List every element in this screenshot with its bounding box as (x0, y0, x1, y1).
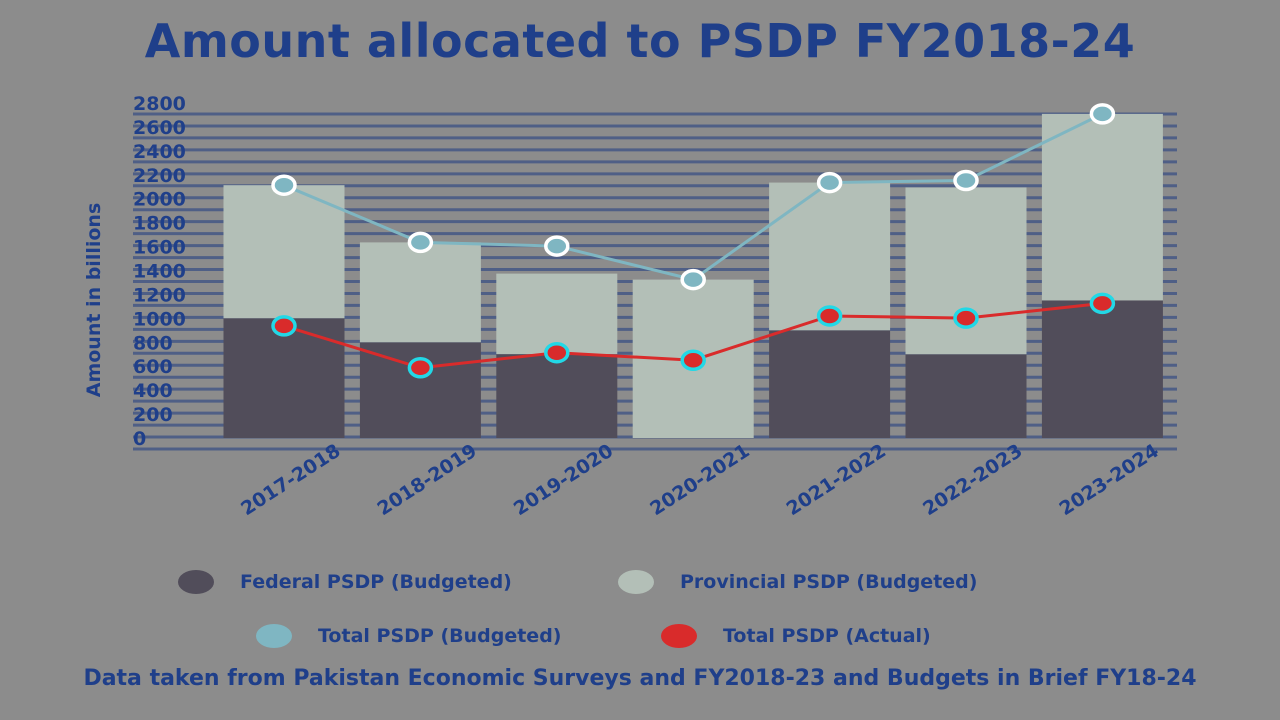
x-tick-label: 2022-2023 (919, 440, 1026, 520)
x-tick-label: 2023-2024 (1055, 440, 1162, 520)
bar-federal (359, 342, 481, 438)
y-tick-label: 2400 (133, 141, 186, 163)
legend-provincial: Provincial PSDP (Budgeted) (618, 570, 977, 594)
marker-total-budgeted (271, 174, 297, 196)
marker-total-budgeted (1089, 103, 1116, 125)
x-tick-label: 2017-2018 (237, 440, 344, 520)
legend-federal-label: Federal PSDP (Budgeted) (240, 571, 512, 593)
chart-title: Amount allocated to PSDP FY2018-24 (144, 14, 1136, 68)
bar-federal (496, 354, 618, 438)
x-tick-label: 2021-2022 (783, 440, 890, 520)
legend-federal-swatch (178, 570, 214, 594)
y-tick-label: 1800 (133, 213, 186, 235)
chart: 0200400600800100012001400160018002000220… (83, 93, 1177, 520)
marker-total-budgeted (680, 268, 706, 291)
bar-provincial (359, 242, 481, 343)
marker-total-actual (271, 315, 297, 337)
legend-federal: Federal PSDP (Budgeted) (178, 570, 512, 594)
legend-total-actual-label: Total PSDP (Actual) (723, 625, 931, 647)
y-tick-label: 400 (133, 380, 173, 402)
y-tick-label: 600 (133, 356, 173, 378)
bar-provincial (1041, 113, 1163, 301)
bar-federal (905, 354, 1027, 438)
y-tick-label: 200 (133, 404, 173, 426)
y-tick-label: 1000 (133, 308, 186, 330)
y-tick-label: 1400 (133, 261, 186, 283)
legend-total-budgeted-label: Total PSDP (Budgeted) (318, 625, 562, 647)
marker-total-actual (544, 341, 570, 364)
marker-total-budgeted (953, 169, 979, 192)
marker-total-actual (1089, 292, 1116, 315)
series-markers (271, 103, 1116, 379)
y-tick-label: 2200 (133, 165, 186, 187)
y-tick-label: 2000 (133, 189, 186, 211)
bar-federal (769, 330, 891, 438)
legend-provincial-swatch (618, 570, 654, 594)
marker-total-budgeted (407, 231, 434, 254)
y-tick-label: 1200 (133, 284, 186, 306)
bar-provincial (905, 187, 1027, 355)
marker-total-budgeted (816, 171, 843, 194)
legend-total-budgeted: Total PSDP (Budgeted) (256, 624, 561, 648)
legend-total-actual-swatch (661, 624, 697, 648)
legend-provincial-label: Provincial PSDP (Budgeted) (680, 571, 978, 593)
y-tick-label: 2600 (133, 117, 186, 139)
x-tick-labels: 2017-2018 2018-2019 2019-2020 2020-2021 2021… (237, 440, 1163, 520)
y-tick-label: 0 (133, 428, 146, 450)
marker-total-actual (816, 305, 843, 327)
bar-provincial (496, 273, 618, 355)
y-axis-label: Amount in billions (83, 203, 105, 398)
x-tick-label: 2018-2019 (373, 440, 480, 520)
y-tick-label: 2800 (133, 93, 186, 115)
bar-provincial (223, 185, 345, 319)
marker-total-actual (407, 357, 434, 379)
x-tick-label: 2020-2021 (646, 440, 753, 520)
y-tick-labels: 0200400600800100012001400160018002000220… (133, 93, 186, 450)
marker-total-actual (953, 307, 979, 329)
x-tick-label: 2019-2020 (510, 440, 617, 520)
legend-total-actual: Total PSDP (Actual) (661, 624, 931, 648)
source-note: Data taken from Pakistan Economic Survey… (83, 666, 1197, 691)
marker-total-actual (680, 349, 706, 371)
bar-federal (1041, 300, 1163, 438)
legend-total-budgeted-swatch (256, 624, 292, 648)
marker-total-budgeted (544, 235, 570, 257)
y-tick-label: 800 (133, 332, 173, 354)
y-tick-label: 1600 (133, 237, 186, 259)
